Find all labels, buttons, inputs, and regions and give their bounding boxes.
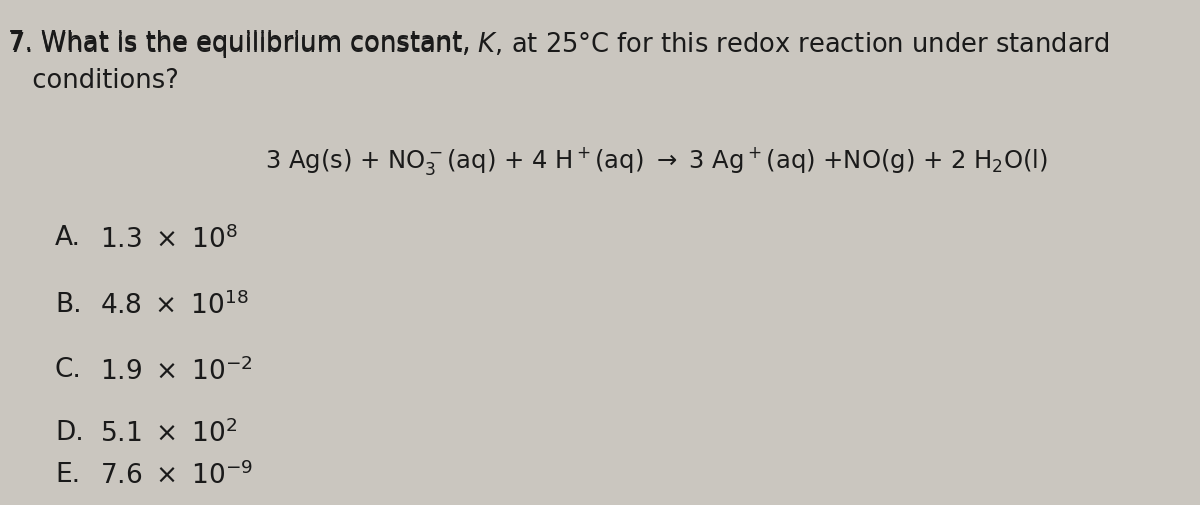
Text: $5.1\ \times\ 10^{2}$: $5.1\ \times\ 10^{2}$ (100, 419, 238, 447)
Text: $1.3\ \times\ 10^{8}$: $1.3\ \times\ 10^{8}$ (100, 225, 238, 253)
Text: C.: C. (55, 357, 82, 382)
Text: A.: A. (55, 225, 82, 250)
Text: $4.8\ \times\ 10^{18}$: $4.8\ \times\ 10^{18}$ (100, 291, 248, 320)
Text: B.: B. (55, 291, 82, 317)
Text: D.: D. (55, 419, 84, 445)
Text: $7.6\ \times\ 10^{-9}$: $7.6\ \times\ 10^{-9}$ (100, 461, 253, 489)
Text: E.: E. (55, 461, 80, 487)
Text: 7. What is the equilibrium constant, $K$, at 25$\degree$C for this redox reactio: 7. What is the equilibrium constant, $K$… (8, 30, 1109, 60)
Text: 3 Ag(s) + NO$_3^-$(aq) + 4 H$^+$(aq) $\rightarrow$ 3 Ag$^+$(aq) +NO(g) + 2 H$_2$: 3 Ag(s) + NO$_3^-$(aq) + 4 H$^+$(aq) $\r… (265, 145, 1048, 177)
Text: conditions?: conditions? (8, 68, 179, 94)
Text: $1.9\ \times\ 10^{-2}$: $1.9\ \times\ 10^{-2}$ (100, 357, 253, 385)
Text: 7. What is the equilibrium constant,: 7. What is the equilibrium constant, (8, 30, 479, 56)
